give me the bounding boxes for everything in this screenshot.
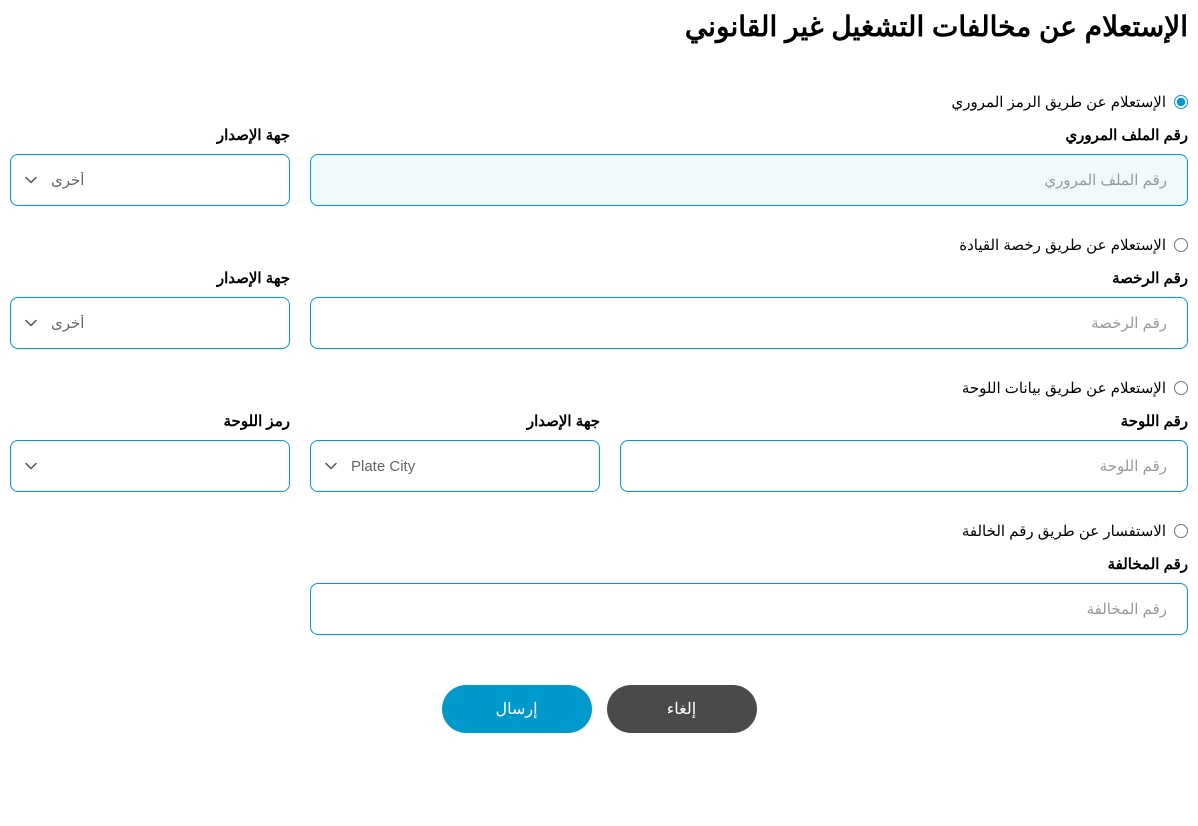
- cancel-button[interactable]: إلغاء: [607, 685, 757, 733]
- radio-plate[interactable]: [1174, 381, 1188, 395]
- section-violation: الاستفسار عن طريق رقم الخالفة رقم المخال…: [10, 522, 1188, 635]
- input-traffic-file-number[interactable]: [310, 154, 1188, 206]
- label-license-number: رقم الرخصة: [310, 269, 1188, 287]
- label-plate-number: رقم اللوحة: [620, 412, 1188, 430]
- label-violation-number: رقم المخالفة: [310, 555, 1188, 573]
- input-violation-number[interactable]: [310, 583, 1188, 635]
- select-plate-code[interactable]: [10, 440, 290, 492]
- radio-traffic-code[interactable]: [1174, 95, 1188, 109]
- input-plate-number[interactable]: [620, 440, 1188, 492]
- page-title: الإستعلام عن مخالفات التشغيل غير القانون…: [10, 10, 1188, 43]
- radio-row-violation: الاستفسار عن طريق رقم الخالفة: [10, 522, 1188, 540]
- label-license-issuer: جهة الإصدار: [10, 269, 290, 287]
- radio-driving-license[interactable]: [1174, 238, 1188, 252]
- select-traffic-issuer[interactable]: أخرى: [10, 154, 290, 206]
- section-plate: الإستعلام عن طريق بيانات اللوحة رقم اللو…: [10, 379, 1188, 492]
- radio-row-driving-license: الإستعلام عن طريق رخصة القيادة: [10, 236, 1188, 254]
- buttons-row: إلغاء إرسال: [10, 685, 1188, 733]
- radio-row-plate: الإستعلام عن طريق بيانات اللوحة: [10, 379, 1188, 397]
- label-traffic-file-number: رقم الملف المروري: [310, 126, 1188, 144]
- submit-button[interactable]: إرسال: [442, 685, 592, 733]
- section-traffic-code: الإستعلام عن طريق الرمز المروري رقم المل…: [10, 93, 1188, 206]
- label-plate-code: رمز اللوحة: [10, 412, 290, 430]
- select-license-issuer[interactable]: أخرى: [10, 297, 290, 349]
- select-plate-issuer[interactable]: Plate City: [310, 440, 600, 492]
- radio-label-traffic-code: الإستعلام عن طريق الرمز المروري: [952, 93, 1166, 111]
- radio-label-driving-license: الإستعلام عن طريق رخصة القيادة: [959, 236, 1166, 254]
- label-plate-issuer: جهة الإصدار: [310, 412, 600, 430]
- radio-label-violation: الاستفسار عن طريق رقم الخالفة: [962, 522, 1166, 540]
- radio-violation[interactable]: [1174, 524, 1188, 538]
- radio-row-traffic-code: الإستعلام عن طريق الرمز المروري: [10, 93, 1188, 111]
- label-traffic-issuer: جهة الإصدار: [10, 126, 290, 144]
- radio-label-plate: الإستعلام عن طريق بيانات اللوحة: [962, 379, 1166, 397]
- section-driving-license: الإستعلام عن طريق رخصة القيادة رقم الرخص…: [10, 236, 1188, 349]
- input-license-number[interactable]: [310, 297, 1188, 349]
